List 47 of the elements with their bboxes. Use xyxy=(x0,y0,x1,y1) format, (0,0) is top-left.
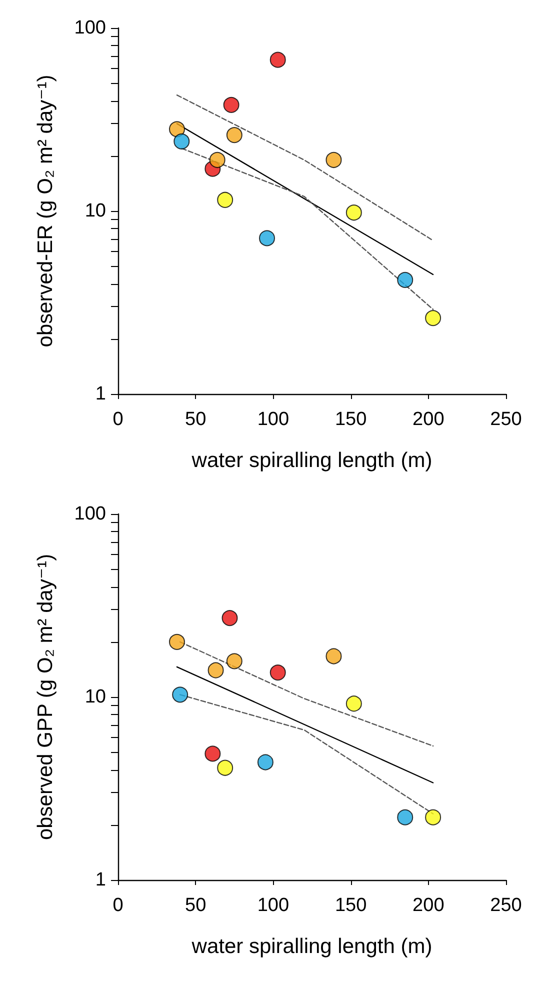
x-tick-label: 250 xyxy=(490,409,522,430)
point xyxy=(346,696,362,712)
x-tick-label: 200 xyxy=(412,409,444,430)
y-axis-title: observed GPP (g O₂ m² day⁻¹) xyxy=(34,554,57,840)
x-tick-label: 150 xyxy=(334,895,367,916)
point xyxy=(270,664,286,681)
x-tick-label: 250 xyxy=(490,895,522,916)
point xyxy=(226,653,242,670)
y-axis-title: observed-ER (g O₂ m² day⁻¹) xyxy=(34,74,57,348)
point xyxy=(326,648,342,664)
x-tick-label: 150 xyxy=(334,409,367,430)
x-tick-label: 0 xyxy=(112,409,124,430)
x-axis-title: water spiralling length (m) xyxy=(190,449,432,472)
point xyxy=(174,133,190,150)
point xyxy=(217,760,234,776)
y-tick-label: 100 xyxy=(74,18,106,38)
point xyxy=(222,610,238,626)
y-tick-label: 10 xyxy=(84,686,106,708)
y-tick-label: 1 xyxy=(95,870,106,890)
point xyxy=(168,634,185,650)
x-tick-label: 50 xyxy=(185,409,206,430)
point xyxy=(208,662,224,678)
point xyxy=(217,192,234,208)
point xyxy=(425,310,442,326)
point xyxy=(326,152,342,168)
x-tick-label: 100 xyxy=(257,409,290,430)
point xyxy=(168,121,185,138)
point xyxy=(204,746,221,762)
x-tick-label: 0 xyxy=(112,895,124,916)
y-tick-label: 100 xyxy=(74,504,106,524)
x-axis-title: water spiralling length (m) xyxy=(190,935,432,958)
point xyxy=(346,204,362,221)
y-tick-label: 10 xyxy=(84,200,106,222)
y-tick-label: 1 xyxy=(95,384,106,404)
point xyxy=(209,152,226,168)
point xyxy=(397,809,414,826)
x-tick-label: 100 xyxy=(257,895,290,916)
point xyxy=(270,52,286,68)
point xyxy=(226,127,242,144)
point xyxy=(425,809,442,826)
x-tick-label: 50 xyxy=(185,895,206,916)
point xyxy=(397,272,414,288)
point xyxy=(223,96,240,113)
point xyxy=(257,754,274,770)
point xyxy=(172,686,188,703)
x-tick-label: 200 xyxy=(412,895,444,916)
point xyxy=(259,230,275,246)
